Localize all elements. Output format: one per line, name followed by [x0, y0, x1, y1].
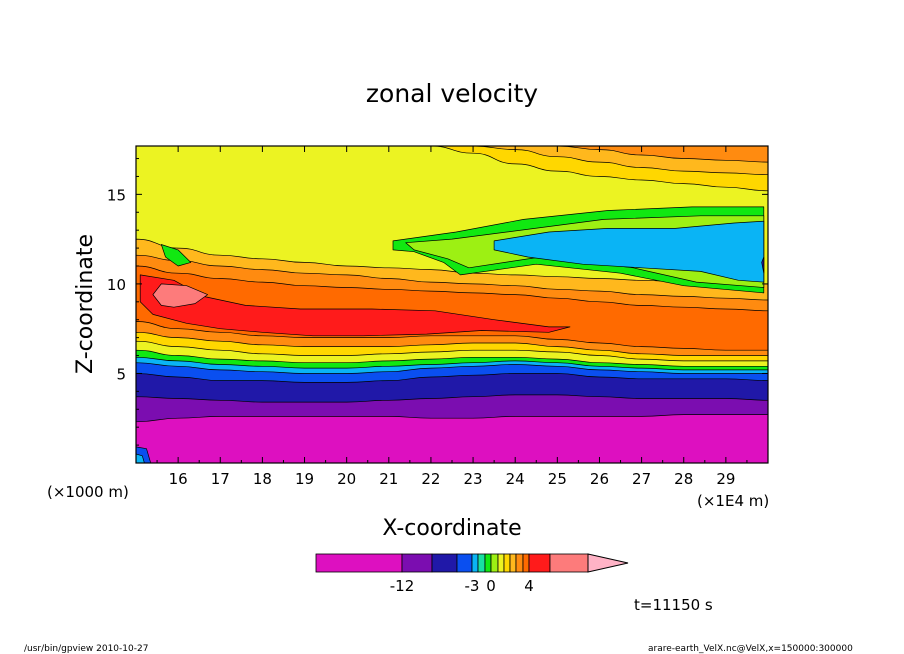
- contour-region: [493, 220, 765, 283]
- time-annotation: t=11150 s: [634, 596, 713, 614]
- contour-region: [152, 283, 208, 308]
- x-tick-label: 26: [590, 470, 609, 488]
- contour-plot: [135, 145, 769, 464]
- x-tick-label: 27: [632, 470, 651, 488]
- x-axis-label: X-coordinate: [382, 516, 521, 541]
- colorbar-label: -12: [390, 577, 415, 595]
- x-tick-label: 21: [379, 470, 398, 488]
- x-tick-label: 16: [169, 470, 188, 488]
- colorbar-swatch: [431, 553, 458, 573]
- y-tick-label: 5: [116, 365, 126, 383]
- contour-region: [761, 256, 765, 274]
- contour-region: [160, 244, 192, 267]
- x-tick-label: 17: [211, 470, 230, 488]
- contour-fills: [136, 146, 768, 463]
- colorbar-swatch: [509, 553, 517, 573]
- x-tick-label: 22: [421, 470, 440, 488]
- colorbar-swatch: [315, 553, 403, 573]
- x-tick-label: 20: [337, 470, 356, 488]
- colorbar: -12 -3 0 4: [315, 553, 629, 595]
- colorbar-label: 0: [486, 577, 496, 595]
- x-axis: 16 17 18 19 20 21 22 23 24 25 26 27 28 29: [156, 146, 748, 488]
- colorbar-swatch: [484, 553, 492, 573]
- colorbar-swatch: [456, 553, 473, 573]
- chart-title: zonal velocity: [366, 79, 538, 108]
- colorbar-swatch: [549, 553, 589, 573]
- colorbar-label: -3: [465, 577, 480, 595]
- x-tick-label: 18: [253, 470, 272, 488]
- x-tick-label: 24: [506, 470, 525, 488]
- colorbar-swatch: [477, 553, 486, 573]
- colorbar-swatch: [503, 553, 511, 573]
- contour-patch: [136, 146, 768, 163]
- y-tick-label: 10: [107, 276, 126, 294]
- colorbar-swatch: [490, 553, 499, 573]
- colorbar-swatch: [497, 553, 505, 573]
- x-unit-left: (×1000 m): [47, 483, 129, 501]
- contour-region: [139, 274, 571, 337]
- footer-right: arare-earth_VelX.nc@VelX,x=150000:300000: [648, 644, 853, 654]
- colorbar-swatch: [528, 553, 551, 573]
- x-tick-label: 19: [295, 470, 314, 488]
- colorbar-swatch: [515, 553, 524, 573]
- x-unit-right: (×1E4 m): [697, 492, 769, 510]
- contour-patch: [136, 146, 768, 176]
- contour-region: [136, 453, 145, 463]
- y-axis-label: Z-coordinate: [73, 234, 98, 374]
- y-axis: 5 10 15: [107, 158, 768, 446]
- colorbar-arrow: [587, 553, 629, 573]
- colorbar-label: 4: [524, 577, 534, 595]
- x-tick-label: 29: [716, 470, 735, 488]
- x-tick-label: 23: [464, 470, 483, 488]
- colorbar-swatch: [471, 553, 479, 573]
- y-tick-label: 15: [107, 186, 126, 204]
- colorbar-swatch: [522, 553, 530, 573]
- footer-left: /usr/bin/gpview 2010-10-27: [24, 644, 148, 654]
- x-tick-label: 25: [548, 470, 567, 488]
- colorbar-swatch: [401, 553, 433, 573]
- x-tick-label: 28: [674, 470, 693, 488]
- contour-band: [136, 414, 768, 463]
